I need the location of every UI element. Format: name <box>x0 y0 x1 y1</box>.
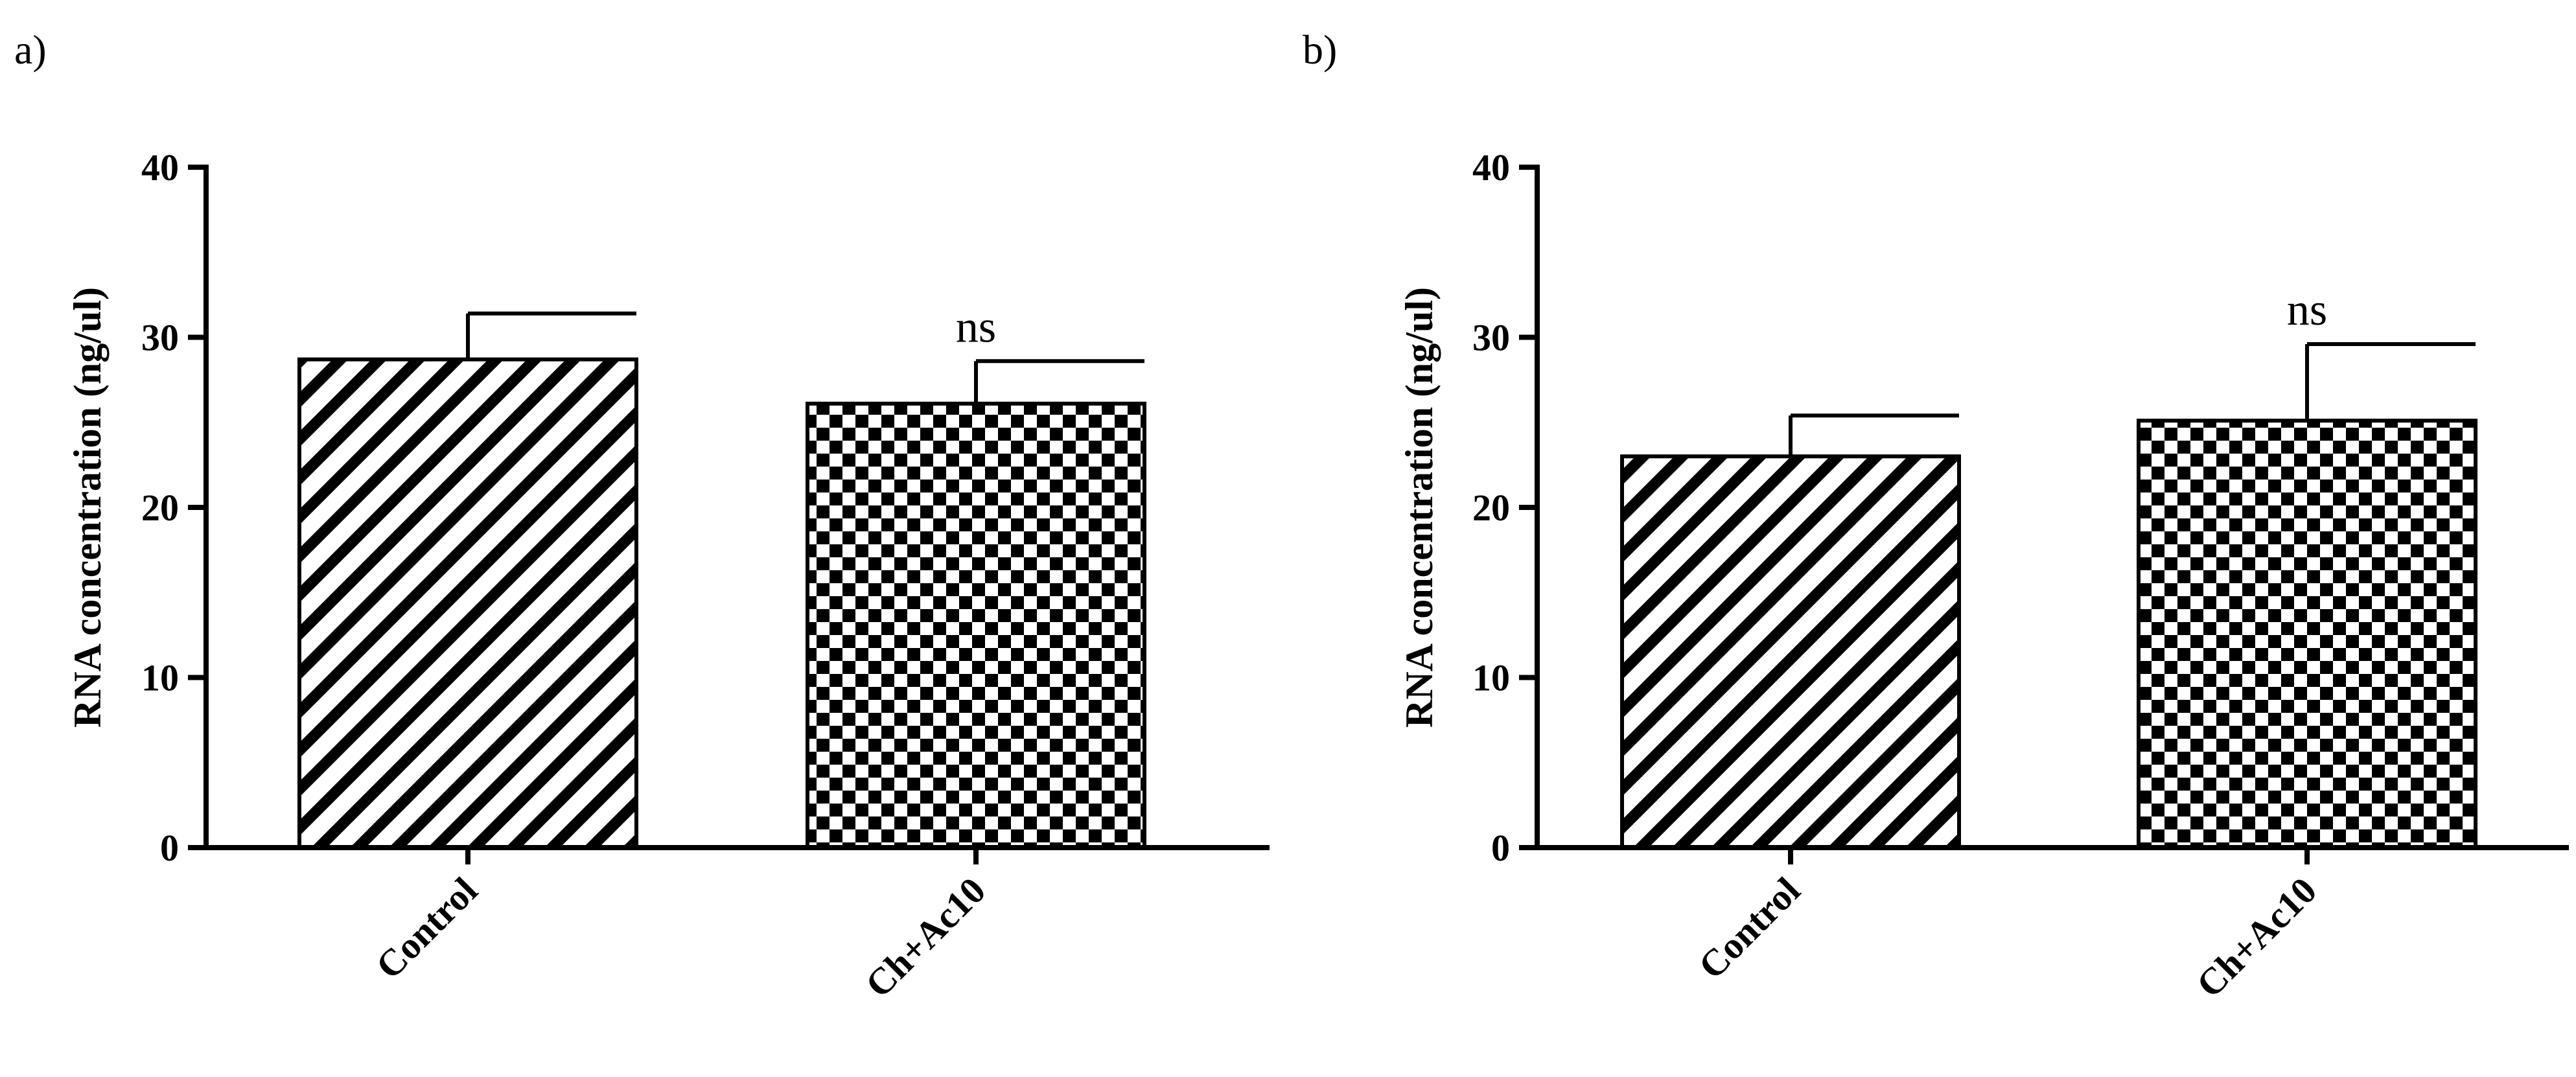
bar-ch-ac10 <box>806 401 1146 850</box>
bar-ch-ac10 <box>2137 419 2477 850</box>
x-tick-label: Ch+Ac10 <box>857 869 994 1006</box>
x-tick-label: Control <box>367 869 485 987</box>
y-tick-label: 20 <box>141 487 179 529</box>
y-tick-label: 40 <box>141 146 179 189</box>
y-axis-label: RNA concentration (ng/ul) <box>1398 287 1441 728</box>
x-tick-label: Ch+Ac10 <box>2188 869 2325 1006</box>
bar-control <box>1620 454 1961 850</box>
bar-control <box>297 357 638 850</box>
y-tick-label: 0 <box>160 827 179 869</box>
significance-label: ns <box>956 302 996 352</box>
y-axis-label: RNA concentration (ng/ul) <box>66 287 109 728</box>
chart-panel-a: a) Control ns Ch+Ac10 0 10 20 30 40 RNA concentra… <box>14 27 1270 1006</box>
panel-label: b) <box>1303 27 1337 73</box>
y-tick-label: 0 <box>1491 827 1510 869</box>
x-tick-label: Control <box>1690 869 1808 987</box>
panel-label: a) <box>14 27 47 73</box>
y-tick-label: 40 <box>1472 146 1510 189</box>
significance-label: ns <box>2287 285 2327 335</box>
y-tick-label: 10 <box>141 657 179 699</box>
chart-panel-b: b) Control ns Ch+Ac10 0 10 20 30 40 RNA concentra… <box>1303 27 2569 1006</box>
y-tick-label: 20 <box>1472 487 1510 529</box>
y-tick-label: 10 <box>1472 657 1510 699</box>
y-tick-label: 30 <box>1472 317 1510 359</box>
y-tick-label: 30 <box>141 317 179 359</box>
